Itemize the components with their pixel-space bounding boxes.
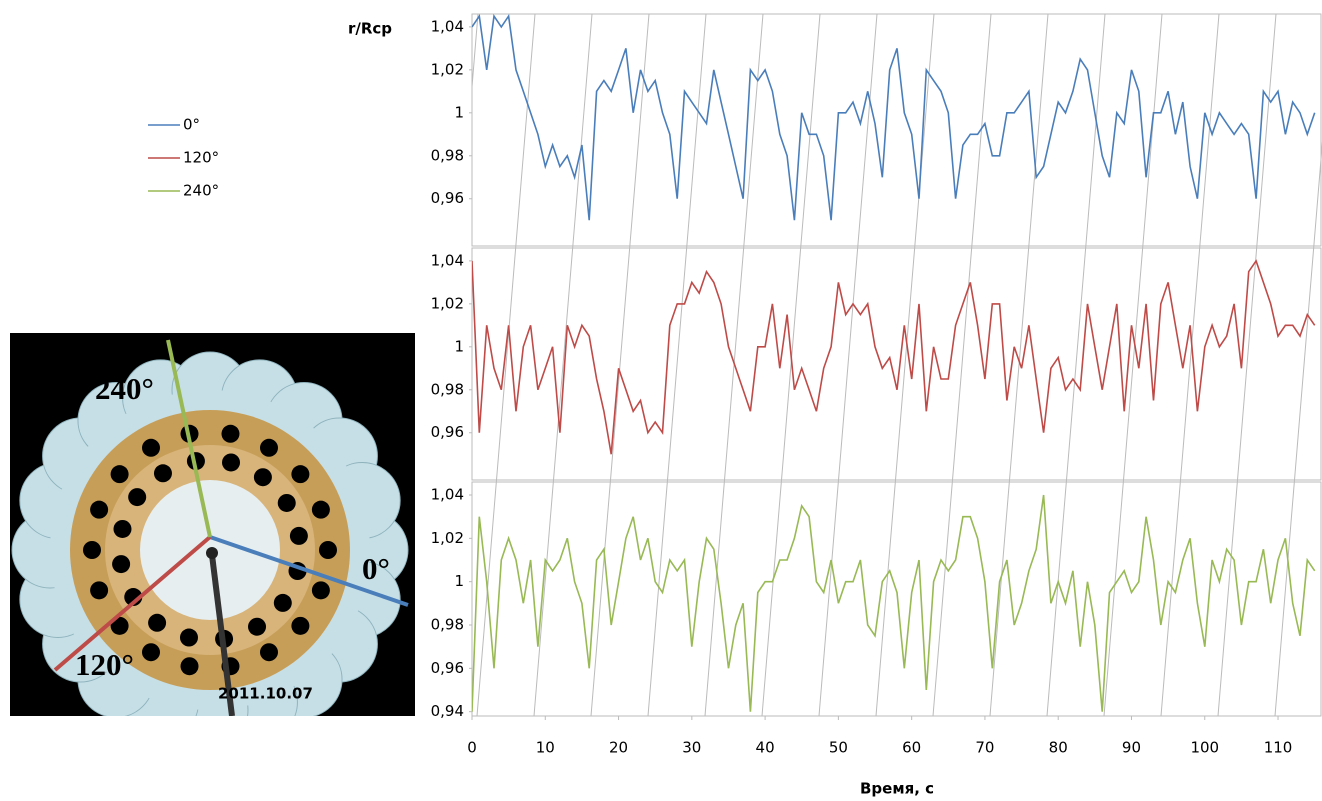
guide-line (472, 14, 479, 93)
guide-line (476, 14, 536, 716)
vent (90, 581, 109, 600)
vent (260, 438, 278, 457)
guide-line (761, 14, 821, 716)
x-axis-title: Время, с (860, 780, 934, 798)
vent (128, 488, 147, 507)
x-tick-label: 90 (1122, 739, 1141, 757)
vent (153, 464, 172, 483)
vent (221, 424, 240, 443)
y-tick-label: 0,98 (431, 146, 464, 164)
vent (110, 465, 129, 484)
vent (253, 468, 272, 487)
y-tick-label: 0,98 (431, 616, 464, 634)
vent (277, 493, 296, 512)
guide-line (818, 14, 878, 716)
y-tick-label: 1 (454, 103, 464, 121)
vent (90, 500, 109, 519)
vent (248, 617, 267, 636)
vent (273, 593, 292, 612)
legend-label: 0° (183, 116, 200, 134)
x-tick-label: 0 (467, 739, 477, 757)
photo: 240° 0° 120° 2011.10.07 (10, 333, 415, 716)
vent (113, 519, 132, 538)
x-tick-label: 110 (1264, 739, 1293, 757)
y-tick-label: 1 (454, 337, 464, 355)
x-tick-label: 20 (609, 739, 628, 757)
guide-line (1046, 14, 1106, 716)
y-tick-label: 0,98 (431, 380, 464, 398)
x-tick-label: 70 (975, 739, 994, 757)
legend-label: 120° (183, 149, 219, 167)
direction-arrow (209, 535, 409, 607)
vent (291, 616, 310, 635)
angle-label: 0° (362, 551, 390, 586)
vent (179, 628, 198, 647)
guide-line (647, 14, 707, 716)
y-tick-label: 0,96 (431, 189, 464, 207)
vent (289, 526, 308, 545)
x-tick-label: 50 (829, 739, 848, 757)
guide-line (1274, 141, 1322, 716)
direction-arrow (166, 339, 212, 538)
guide-line (989, 14, 1049, 716)
x-tick-label: 100 (1190, 739, 1219, 757)
y-tick-label: 1,02 (431, 60, 464, 78)
y-tick-label: 0,94 (431, 702, 464, 720)
vent (311, 500, 330, 519)
x-tick-label: 80 (1049, 739, 1068, 757)
y-tick-label: 1,02 (431, 529, 464, 547)
y-tick-label: 1,04 (431, 17, 464, 35)
plot-frame (471, 13, 1322, 247)
direction-arrow (53, 535, 212, 672)
guide-line (1103, 14, 1163, 716)
y-tick-label: 1 (454, 572, 464, 590)
vent (110, 616, 129, 635)
x-tick-label: 60 (902, 739, 921, 757)
vent (319, 541, 337, 559)
y-tick-label: 1,04 (431, 251, 464, 269)
series-line (472, 259, 1316, 455)
y-tick-label: 0,96 (431, 423, 464, 441)
guide-line (932, 14, 992, 716)
x-tick-label: 40 (756, 739, 775, 757)
timestamp: 2011.10.07 (218, 685, 313, 703)
angle-label: 120° (75, 647, 134, 682)
vent (142, 438, 160, 457)
guide-line (1217, 14, 1277, 716)
guide-line (875, 14, 935, 716)
legend-label: 240° (183, 182, 219, 200)
vent (260, 643, 278, 662)
vent (222, 453, 241, 472)
guide-line (1160, 14, 1220, 716)
guide-line (590, 14, 650, 716)
y-tick-label: 1,04 (431, 486, 464, 504)
y-axis-title: r/Rcp (348, 20, 392, 38)
x-tick-label: 10 (536, 739, 555, 757)
vent (83, 541, 101, 559)
angle-label: 240° (95, 371, 154, 406)
vent (291, 465, 310, 484)
plot-frame (471, 247, 1322, 481)
vent (142, 643, 160, 662)
vent (112, 555, 131, 574)
riser (209, 554, 235, 716)
guide-line (533, 14, 593, 716)
vent (180, 657, 199, 676)
y-tick-label: 1,02 (431, 294, 464, 312)
vent (311, 581, 330, 600)
series-line (472, 14, 1316, 221)
vent (148, 613, 167, 632)
plot-frame (471, 481, 1322, 717)
x-tick-label: 30 (682, 739, 701, 757)
y-tick-label: 0,96 (431, 659, 464, 677)
hub (206, 547, 218, 559)
series-line (472, 494, 1316, 712)
